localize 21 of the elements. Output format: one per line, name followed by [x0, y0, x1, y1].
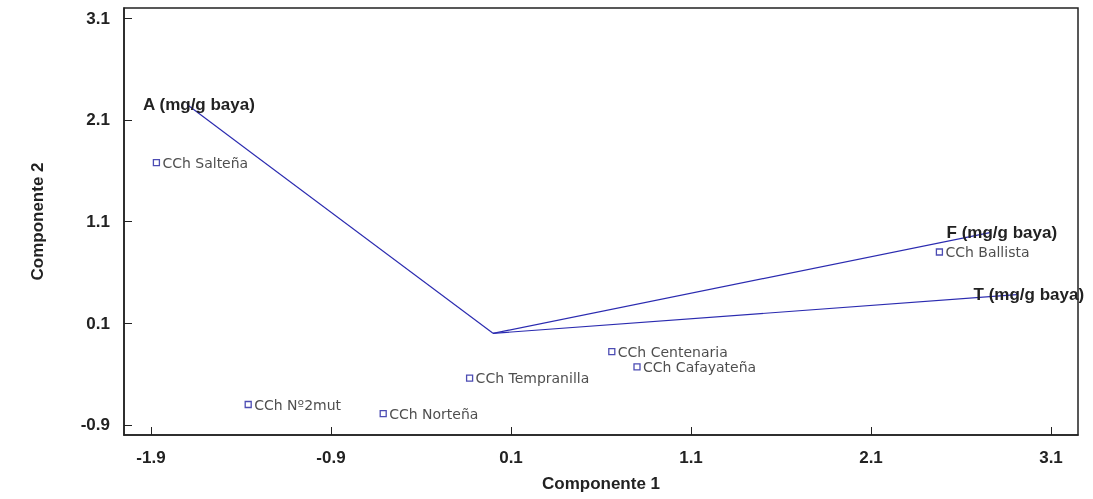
y-tick-label: 2.1 — [86, 110, 110, 130]
series-label: A (mg/g baya) — [143, 95, 255, 115]
x-tick-label: 2.1 — [859, 448, 883, 467]
annotation: CCh Salteña — [162, 154, 249, 171]
x-tick-label: -0.9 — [316, 448, 346, 467]
annotation: CCh Centenaria — [617, 343, 728, 360]
annotation: CCh Norteña — [389, 405, 479, 422]
x-tick-label: -1.9 — [136, 448, 166, 467]
y-axis-title: Componente 2 — [28, 162, 47, 281]
x-tick-label: 3.1 — [1039, 448, 1063, 467]
y-tick-label: 3.1 — [86, 8, 110, 28]
y-tick-label: 1.1 — [86, 212, 110, 231]
y-tick-label: -0.9 — [80, 415, 110, 435]
y-tick-label: 0.1 — [86, 313, 110, 333]
x-tick-label: 1.1 — [679, 448, 703, 467]
annotation: CCh Cafayateña — [643, 358, 757, 375]
annotation: CCh Nº2mut — [254, 396, 342, 413]
x-axis-title: Componente 1 — [541, 474, 661, 493]
annotation: CCh Ballista — [945, 244, 1030, 260]
x-tick-label: 0.1 — [499, 448, 523, 467]
annotation: CCh Tempranilla — [475, 370, 590, 387]
